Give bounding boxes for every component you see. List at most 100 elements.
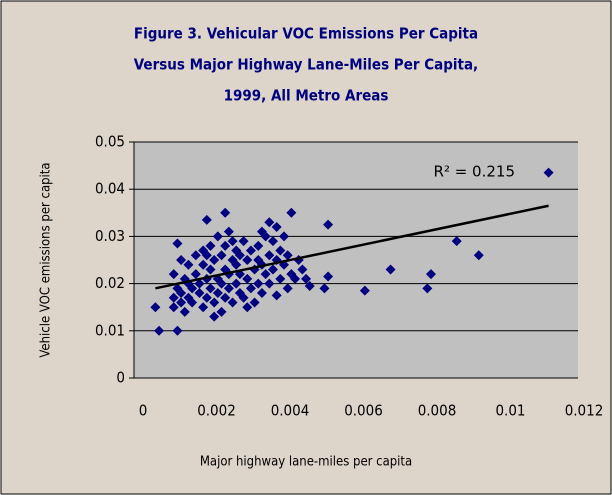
data-point	[301, 273, 312, 284]
data-point	[238, 236, 249, 247]
data-point	[231, 259, 242, 270]
chart-title: Versus Major Highway Lane-Miles Per Capi…	[134, 56, 478, 74]
data-point	[205, 283, 216, 294]
data-point	[220, 207, 231, 218]
data-point	[209, 311, 220, 322]
data-point	[176, 297, 187, 308]
data-point	[227, 236, 238, 247]
x-tick-label: 0.01	[495, 402, 525, 420]
data-point	[253, 240, 264, 251]
data-point	[194, 288, 205, 299]
data-point	[359, 285, 370, 296]
data-point	[282, 283, 293, 294]
trendline	[155, 204, 549, 290]
x-tick-label: 0.004	[271, 402, 310, 420]
trendline-annotation: R² = 0.215	[434, 163, 515, 181]
chart-title: Figure 3. Vehicular VOC Emissions Per Ca…	[134, 25, 478, 43]
data-point	[245, 245, 256, 256]
data-point	[168, 292, 179, 303]
data-point	[190, 269, 201, 280]
data-point	[323, 219, 334, 230]
data-point	[275, 245, 286, 256]
x-tick-label: 0	[139, 402, 148, 420]
data-point	[198, 302, 209, 313]
data-point	[212, 231, 223, 242]
y-tick-label: 0.02	[95, 274, 125, 292]
data-point	[422, 283, 433, 294]
data-point	[198, 259, 209, 270]
y-axis-label: Vehicle VOC emissions per capita	[39, 162, 54, 357]
data-point	[267, 264, 278, 275]
data-point	[176, 255, 187, 265]
y-tick-label: 0.05	[95, 133, 125, 151]
data-point	[242, 273, 253, 284]
data-point	[297, 264, 308, 275]
data-point	[264, 217, 275, 228]
data-point	[271, 290, 282, 301]
data-point	[426, 269, 436, 280]
data-point	[473, 250, 484, 261]
y-tick-label: 0.03	[95, 227, 125, 245]
data-point	[286, 207, 297, 218]
y-tick-label: 0	[116, 369, 125, 387]
data-point	[154, 325, 165, 336]
data-point	[260, 269, 271, 280]
data-point	[249, 297, 260, 308]
data-point	[183, 259, 194, 270]
data-point	[220, 240, 231, 251]
data-point	[209, 297, 220, 308]
data-point	[543, 167, 554, 178]
data-point	[256, 226, 267, 237]
data-point	[227, 297, 238, 308]
data-point	[223, 283, 234, 294]
data-point	[385, 264, 396, 275]
x-tick-label: 0.008	[418, 402, 457, 420]
data-point	[275, 273, 286, 284]
data-point	[304, 280, 315, 291]
data-point	[253, 255, 264, 265]
data-point	[282, 250, 293, 261]
data-point	[176, 288, 187, 299]
x-tick-label: 0.006	[344, 402, 383, 420]
data-point	[212, 288, 223, 299]
data-point	[238, 292, 249, 303]
data-point	[205, 240, 216, 251]
data-point	[451, 236, 462, 247]
data-point	[223, 226, 234, 237]
data-point	[264, 278, 275, 289]
data-point	[187, 297, 198, 308]
data-point	[201, 214, 212, 225]
data-point	[168, 302, 179, 313]
x-axis-label: Major highway lane-miles per capita	[200, 455, 412, 470]
data-point	[216, 306, 227, 317]
data-point	[168, 269, 179, 280]
data-point	[216, 250, 227, 261]
data-point	[179, 306, 190, 317]
data-point	[242, 302, 253, 313]
data-point	[231, 278, 242, 289]
data-point	[201, 292, 212, 303]
data-point	[234, 250, 245, 261]
x-tick-label: 0.012	[565, 402, 604, 420]
data-point	[286, 269, 297, 280]
data-point	[264, 250, 275, 261]
data-point	[205, 264, 216, 275]
data-point	[242, 255, 253, 265]
data-point	[216, 278, 227, 289]
data-point	[209, 255, 220, 265]
data-point	[245, 283, 256, 294]
data-point	[271, 221, 282, 232]
y-tick-label: 0.04	[95, 180, 125, 198]
plot-area	[134, 142, 578, 378]
x-tick-label: 0.002	[197, 402, 236, 420]
data-point	[267, 236, 278, 247]
data-point	[172, 325, 183, 336]
data-point	[150, 302, 161, 313]
data-point	[220, 292, 231, 303]
data-point	[201, 250, 212, 261]
data-point	[319, 283, 330, 294]
data-point	[190, 250, 201, 261]
data-point	[256, 288, 267, 299]
data-point	[323, 271, 334, 282]
